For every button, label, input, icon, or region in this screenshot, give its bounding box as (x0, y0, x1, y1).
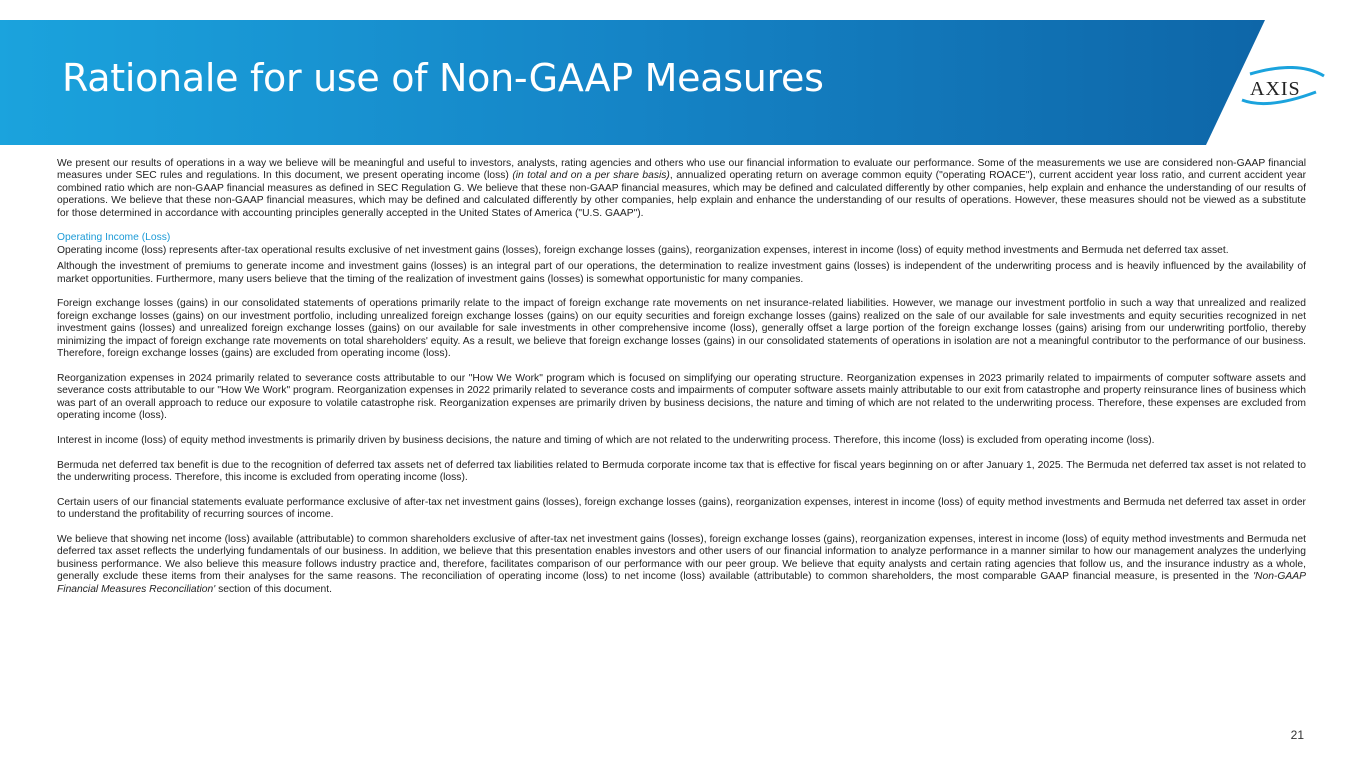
intro-paragraph: We present our results of operations in … (57, 158, 1307, 219)
page-number: 21 (1290, 728, 1304, 742)
final-paragraph: We believe that showing net income (loss… (57, 534, 1306, 595)
svg-text:AXIS: AXIS (1250, 78, 1301, 100)
paragraph: Certain users of our financial statement… (57, 496, 1306, 521)
paragraph: Operating income (loss) represents after… (57, 244, 1229, 256)
paragraph: Reorganization expenses in 2024 primaril… (57, 372, 1306, 422)
section-heading: Operating Income (Loss) (57, 232, 171, 244)
paragraph: Foreign exchange losses (gains) in our c… (57, 298, 1306, 360)
page-title: Rationale for use of Non-GAAP Measures (62, 56, 824, 100)
axis-logo: AXIS (1241, 66, 1325, 106)
paragraph: Bermuda net deferred tax benefit is due … (57, 459, 1306, 484)
paragraph: Although the investment of premiums to g… (57, 261, 1306, 285)
document-body: We present our results of operations in … (57, 158, 1306, 609)
paragraph: Interest in income (loss) of equity meth… (57, 434, 1155, 446)
title-banner (0, 20, 1265, 145)
